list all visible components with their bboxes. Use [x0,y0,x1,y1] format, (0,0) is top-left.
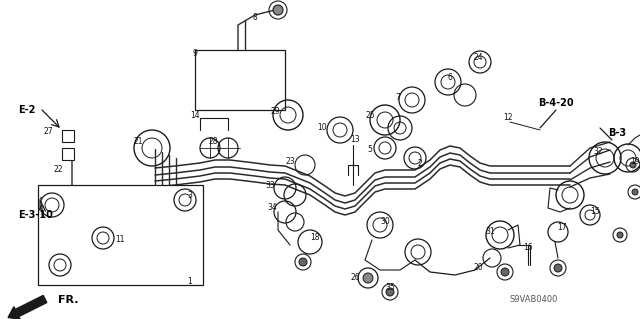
Text: 1: 1 [188,278,193,286]
Text: 10: 10 [317,123,327,132]
Text: 15: 15 [590,207,600,217]
Text: 20: 20 [473,263,483,272]
Bar [62,148,74,160]
Text: 9: 9 [193,48,197,57]
Text: 21: 21 [133,137,143,146]
Text: 6: 6 [447,73,452,83]
Text: 8: 8 [253,13,257,23]
Text: 27: 27 [43,128,53,137]
FancyArrow shape [8,295,47,319]
Text: 18: 18 [310,234,320,242]
Text: 23: 23 [285,158,295,167]
Text: 7: 7 [396,93,401,101]
Text: 33: 33 [265,181,275,189]
Text: 12: 12 [503,113,513,122]
Text: 17: 17 [557,224,567,233]
Text: 35: 35 [385,284,395,293]
Text: 5: 5 [367,145,372,154]
Text: 3: 3 [188,190,193,199]
Text: 16: 16 [523,243,533,253]
Circle shape [501,268,509,276]
Text: E-2: E-2 [18,105,35,115]
Text: 25: 25 [365,110,375,120]
Circle shape [273,5,283,15]
Text: B-4-20: B-4-20 [538,98,573,108]
Text: 32: 32 [593,147,603,157]
Text: 31: 31 [485,227,495,236]
Text: 30: 30 [380,218,390,226]
Text: 14: 14 [190,110,200,120]
Circle shape [617,232,623,238]
Text: 13: 13 [350,136,360,145]
Circle shape [363,273,373,283]
Text: E-3-10: E-3-10 [18,210,53,220]
Text: 11: 11 [115,235,125,244]
Circle shape [632,189,638,195]
Text: 24: 24 [473,54,483,63]
Bar [38,185,203,285]
Circle shape [554,264,562,272]
Text: 22: 22 [53,166,63,174]
Text: 4: 4 [38,197,42,206]
Text: 34: 34 [267,204,277,212]
Text: 2: 2 [418,159,422,167]
Text: FR.: FR. [58,295,79,305]
Text: S9VAB0400: S9VAB0400 [510,295,558,304]
Text: 26: 26 [350,273,360,283]
Bar [62,130,74,142]
Text: B-3: B-3 [608,128,626,138]
Circle shape [630,162,636,168]
Bar [195,50,285,110]
Text: 29: 29 [270,108,280,116]
Text: 19: 19 [630,158,640,167]
Circle shape [386,288,394,296]
Circle shape [299,258,307,266]
Text: 28: 28 [208,137,218,146]
